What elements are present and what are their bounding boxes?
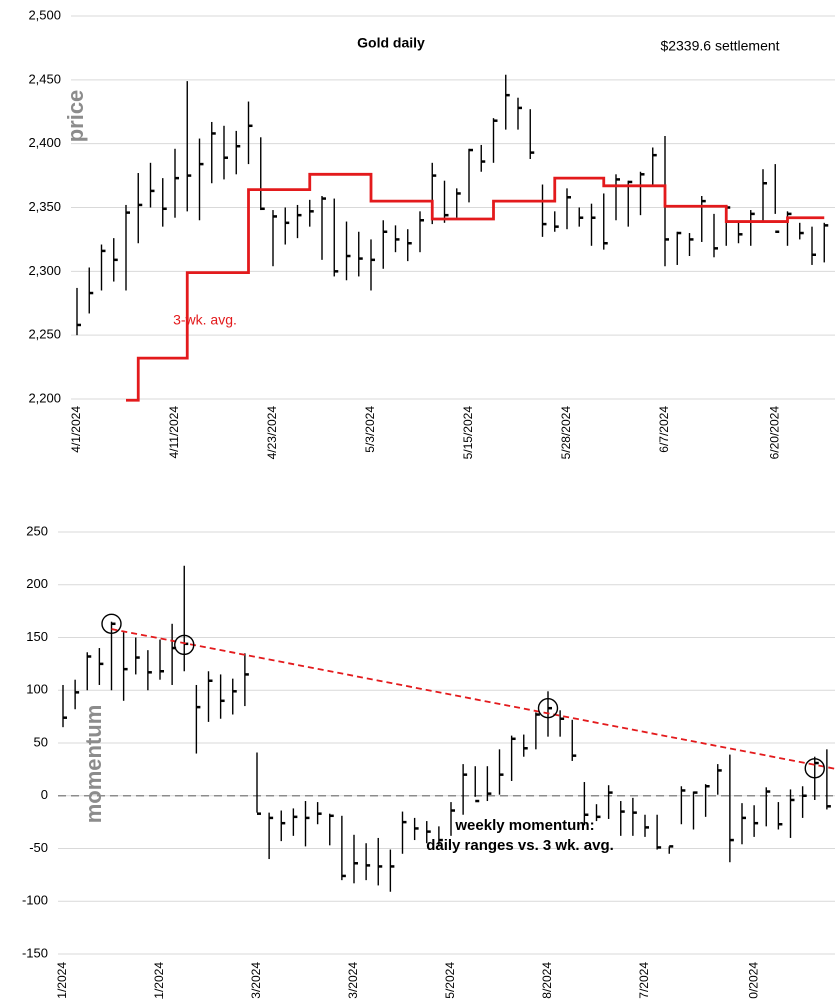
- price-x-tick-label: 5/28/2024: [559, 406, 573, 460]
- momentum-x-tick-label: 04/01/2024: [55, 962, 69, 999]
- price-y-tick-label: 2,450: [28, 71, 61, 86]
- price-y-tick-label: 2,200: [28, 390, 61, 405]
- price-x-tick-label: 4/1/2024: [69, 406, 83, 453]
- price-chart-title: Gold daily: [357, 35, 425, 51]
- momentum-y-tick-label: 100: [26, 682, 48, 697]
- momentum-title: weekly momentum:: [454, 817, 594, 834]
- momentum-x-tick-label: 05/03/2024: [346, 962, 360, 999]
- price-y-tick-label: 2,400: [28, 135, 61, 150]
- price-x-tick-label: 5/15/2024: [461, 406, 475, 460]
- price-x-tick-label: 4/11/2024: [167, 406, 181, 459]
- momentum-y-tick-label: -100: [22, 893, 48, 908]
- momentum-x-tick-label: 05/28/2024: [540, 962, 554, 999]
- momentum-y-tick-label: 50: [34, 734, 48, 749]
- momentum-y-tick-label: 150: [26, 629, 48, 644]
- price-x-tick-label: 4/23/2024: [265, 406, 279, 460]
- price-avg-line: [126, 174, 824, 400]
- price-y-tick-label: 2,500: [28, 7, 61, 22]
- momentum-subtitle: daily ranges vs. 3 wk. avg.: [426, 837, 614, 854]
- momentum-y-tick-label: 250: [26, 523, 48, 538]
- settlement-annotation: $2339.6 settlement: [660, 38, 779, 54]
- momentum-y-tick-label: -150: [22, 945, 48, 960]
- price-y-tick-label: 2,300: [28, 263, 61, 278]
- avg-line-label: 3-wk. avg.: [173, 312, 237, 328]
- momentum-x-tick-label: 06/07/2024: [637, 962, 651, 999]
- momentum-x-tick-label: 06/20/2024: [746, 962, 760, 999]
- price-y-axis-label: price: [63, 90, 88, 143]
- price-x-tick-label: 5/3/2024: [363, 406, 377, 453]
- price-y-tick-label: 2,350: [28, 199, 61, 214]
- price-y-tick-label: 2,250: [28, 327, 61, 342]
- momentum-y-tick-label: 200: [26, 576, 48, 591]
- momentum-y-axis-label: momentum: [81, 705, 106, 824]
- momentum-x-tick-label: 04/23/2024: [249, 962, 263, 999]
- momentum-y-tick-label: -50: [29, 840, 48, 855]
- price-x-tick-label: 6/20/2024: [767, 406, 781, 460]
- momentum-y-tick-label: 0: [41, 787, 48, 802]
- momentum-x-tick-label: 05/15/2024: [443, 962, 457, 999]
- price-x-tick-label: 6/7/2024: [657, 406, 671, 453]
- momentum-x-tick-label: 04/11/2024: [152, 962, 166, 999]
